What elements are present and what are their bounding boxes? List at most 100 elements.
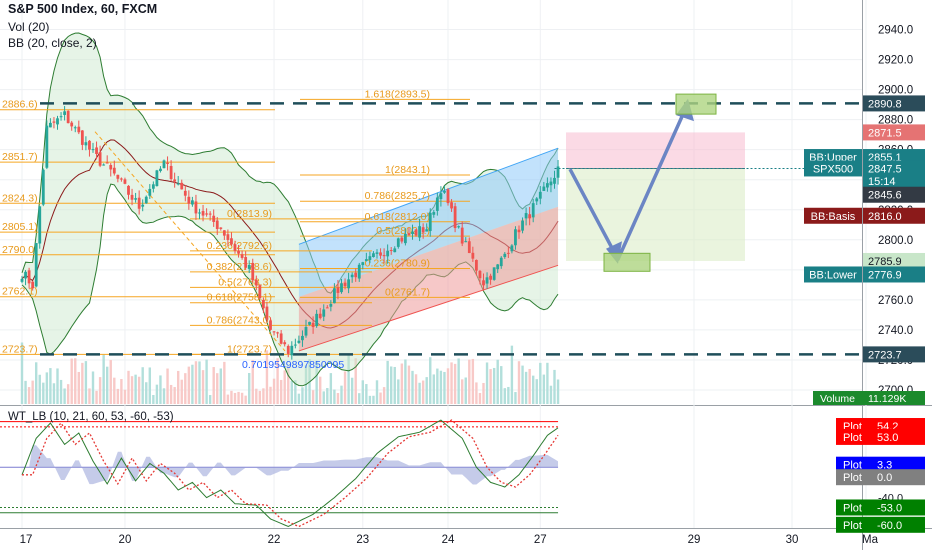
candle-body[interactable]: [20, 278, 24, 282]
candle-body[interactable]: [382, 255, 386, 257]
candle-body[interactable]: [162, 160, 166, 169]
candle-body[interactable]: [233, 244, 237, 251]
candle-body[interactable]: [208, 213, 212, 215]
candle-body[interactable]: [120, 178, 123, 180]
candle-body[interactable]: [361, 262, 365, 266]
candle-body[interactable]: [63, 111, 66, 115]
candle-body[interactable]: [226, 234, 230, 240]
candle-body[interactable]: [201, 211, 205, 216]
candle-body[interactable]: [553, 177, 556, 184]
candle-body[interactable]: [56, 118, 59, 125]
candle-body[interactable]: [435, 197, 439, 211]
candle-body[interactable]: [286, 345, 290, 354]
candle-body[interactable]: [45, 125, 49, 168]
candle-body[interactable]: [59, 116, 63, 118]
candle-body[interactable]: [531, 203, 535, 218]
candle-body[interactable]: [127, 185, 130, 195]
vol-legend[interactable]: Vol (20): [8, 20, 50, 34]
candle-body[interactable]: [219, 227, 223, 229]
candle-body[interactable]: [404, 233, 407, 244]
candle-body[interactable]: [144, 196, 148, 204]
candle-body[interactable]: [265, 306, 269, 320]
candle-body[interactable]: [421, 227, 425, 233]
candle-body[interactable]: [329, 304, 333, 307]
candle-body[interactable]: [375, 252, 379, 254]
candle-body[interactable]: [180, 182, 184, 190]
candle-body[interactable]: [411, 231, 414, 234]
candle-body[interactable]: [425, 229, 429, 232]
candle-body[interactable]: [183, 190, 187, 196]
candle-body[interactable]: [198, 212, 201, 214]
candle-body[interactable]: [379, 252, 382, 256]
candle-body[interactable]: [109, 165, 113, 170]
candle-body[interactable]: [517, 229, 521, 233]
candle-body[interactable]: [283, 342, 287, 345]
candle-body[interactable]: [269, 320, 272, 330]
candle-body[interactable]: [510, 245, 514, 252]
candle-body[interactable]: [244, 257, 248, 268]
candle-body[interactable]: [123, 179, 127, 184]
candle-body[interactable]: [389, 250, 393, 252]
candle-body[interactable]: [350, 274, 354, 278]
candle-body[interactable]: [453, 206, 457, 229]
candle-body[interactable]: [155, 170, 159, 187]
candle-body[interactable]: [52, 121, 56, 123]
candle-body[interactable]: [276, 332, 279, 334]
candle-body[interactable]: [450, 202, 453, 209]
candle-body[interactable]: [340, 283, 343, 293]
candle-body[interactable]: [546, 183, 549, 188]
candle-body[interactable]: [84, 142, 88, 146]
bb-legend[interactable]: BB (20, close, 2): [8, 36, 97, 50]
candle-body[interactable]: [258, 285, 262, 299]
candle-body[interactable]: [443, 191, 446, 193]
candle-body[interactable]: [159, 168, 162, 172]
candle-body[interactable]: [336, 287, 340, 293]
candle-body[interactable]: [446, 189, 450, 204]
candle-body[interactable]: [130, 194, 134, 200]
candle-body[interactable]: [301, 335, 304, 341]
candle-body[interactable]: [49, 122, 52, 128]
candle-body[interactable]: [428, 212, 432, 232]
candle-body[interactable]: [556, 166, 560, 178]
target-box-high[interactable]: [675, 93, 717, 115]
candle-body[interactable]: [414, 229, 418, 236]
candle-body[interactable]: [325, 307, 329, 309]
candle-body[interactable]: [535, 198, 539, 202]
candle-body[interactable]: [34, 243, 38, 287]
candle-body[interactable]: [70, 122, 74, 127]
candle-body[interactable]: [95, 147, 98, 154]
oscillator-legend[interactable]: WT_LB (10, 21, 60, 53, -60, -53): [8, 411, 174, 423]
candle-body[interactable]: [80, 130, 84, 145]
candle-body[interactable]: [212, 215, 216, 222]
candle-body[interactable]: [77, 126, 81, 133]
candle-body[interactable]: [73, 127, 77, 129]
candle-body[interactable]: [102, 164, 106, 166]
candle-body[interactable]: [354, 272, 358, 278]
candle-body[interactable]: [205, 213, 208, 215]
candle-body[interactable]: [311, 322, 315, 328]
candle-body[interactable]: [333, 288, 336, 304]
candle-body[interactable]: [489, 275, 492, 280]
candle-body[interactable]: [418, 226, 421, 238]
candle-body[interactable]: [66, 110, 70, 124]
candle-body[interactable]: [112, 167, 116, 174]
candle-body[interactable]: [471, 252, 475, 259]
candle-body[interactable]: [318, 313, 322, 319]
candle-body[interactable]: [24, 271, 27, 279]
candle-body[interactable]: [41, 169, 45, 205]
candle-body[interactable]: [290, 345, 294, 356]
candle-body[interactable]: [343, 282, 347, 287]
candle-body[interactable]: [322, 309, 326, 317]
candle-body[interactable]: [538, 191, 542, 199]
candle-body[interactable]: [194, 201, 198, 214]
candle-body[interactable]: [240, 254, 244, 258]
candle-body[interactable]: [137, 197, 141, 209]
candle-body[interactable]: [88, 140, 91, 150]
candle-body[interactable]: [315, 313, 319, 327]
candle-body[interactable]: [542, 186, 546, 191]
candle-body[interactable]: [432, 212, 436, 215]
candle-body[interactable]: [496, 264, 500, 270]
candle-body[interactable]: [173, 179, 177, 182]
candle-body[interactable]: [308, 321, 311, 325]
